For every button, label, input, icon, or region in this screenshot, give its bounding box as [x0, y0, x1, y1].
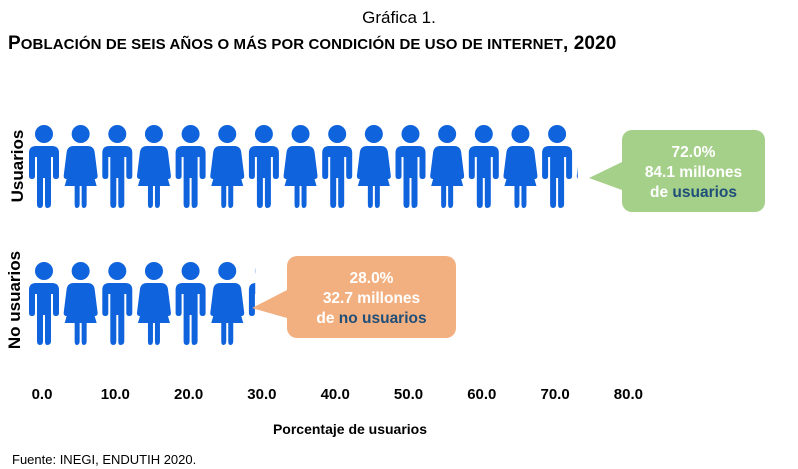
- person-icon: [322, 125, 353, 208]
- person-icon: [356, 125, 391, 208]
- person-icon: [395, 125, 426, 208]
- x-axis-ticks: 0.0 10.0 20.0 30.0 40.0 50.0 60.0 70.0 80.0: [32, 386, 643, 403]
- title-text: OBLACIÓN DE SEIS AÑOS O MÁS POR CONDICIÓ…: [20, 36, 563, 53]
- x-tick-label: 40.0: [321, 386, 350, 403]
- x-tick-label: 60.0: [467, 386, 496, 403]
- x-axis-label: Porcentaje de usuarios: [272, 421, 428, 437]
- callout-line: 84.1 millones: [645, 164, 742, 181]
- title-year: , 2020: [562, 33, 617, 54]
- callouts: 72.0% 84.1 millones de usuarios 28.0% 32.7 m…: [252, 130, 765, 338]
- person-icon: [210, 125, 245, 208]
- callout-no-usuarios: 28.0% 32.7 millones de no usuarios: [252, 256, 456, 338]
- title-first-letter: P: [8, 33, 21, 54]
- person-icon: [542, 125, 573, 208]
- x-tick-label: 80.0: [614, 386, 643, 403]
- bar-usuarios: [29, 125, 578, 208]
- x-tick-label: 50.0: [394, 386, 423, 403]
- person-icon: [102, 262, 133, 345]
- callout-usuarios: 72.0% 84.1 millones de usuarios: [589, 130, 765, 212]
- person-icon: [29, 125, 59, 208]
- person-icon: [283, 125, 318, 208]
- callout-line: 72.0%: [672, 144, 716, 161]
- callout-line: 28.0%: [350, 270, 394, 287]
- x-tick-label: 10.0: [101, 386, 130, 403]
- x-tick-label: 30.0: [247, 386, 276, 403]
- bar-no-usuarios: [29, 262, 256, 345]
- person-icon: [503, 125, 538, 208]
- person-icon: [175, 125, 206, 208]
- callout-line: 32.7 millones: [323, 290, 420, 307]
- source-note: Fuente: INEGI, ENDUTIH 2020.: [12, 452, 197, 467]
- x-tick-label: 20.0: [174, 386, 203, 403]
- chart-title: POBLACIÓN DE SEIS AÑOS O MÁS POR CONDICI…: [8, 33, 616, 55]
- person-icon: [576, 125, 578, 208]
- callout-line: de no usuarios: [316, 310, 426, 327]
- person-icon: [430, 125, 465, 208]
- person-icon: [136, 125, 171, 208]
- person-icon: [29, 262, 59, 345]
- person-icon: [63, 262, 98, 345]
- callout-line: de usuarios: [650, 184, 737, 201]
- person-icon: [136, 262, 171, 345]
- person-icon: [175, 262, 206, 345]
- person-icon: [102, 125, 133, 208]
- person-icon: [468, 125, 499, 208]
- person-icon: [210, 262, 245, 345]
- person-icon: [63, 125, 98, 208]
- person-icon: [248, 125, 279, 208]
- chart-subtitle: Gráfica 1.: [362, 8, 436, 27]
- x-tick-label: 70.0: [540, 386, 569, 403]
- x-tick-label: 0.0: [32, 386, 53, 403]
